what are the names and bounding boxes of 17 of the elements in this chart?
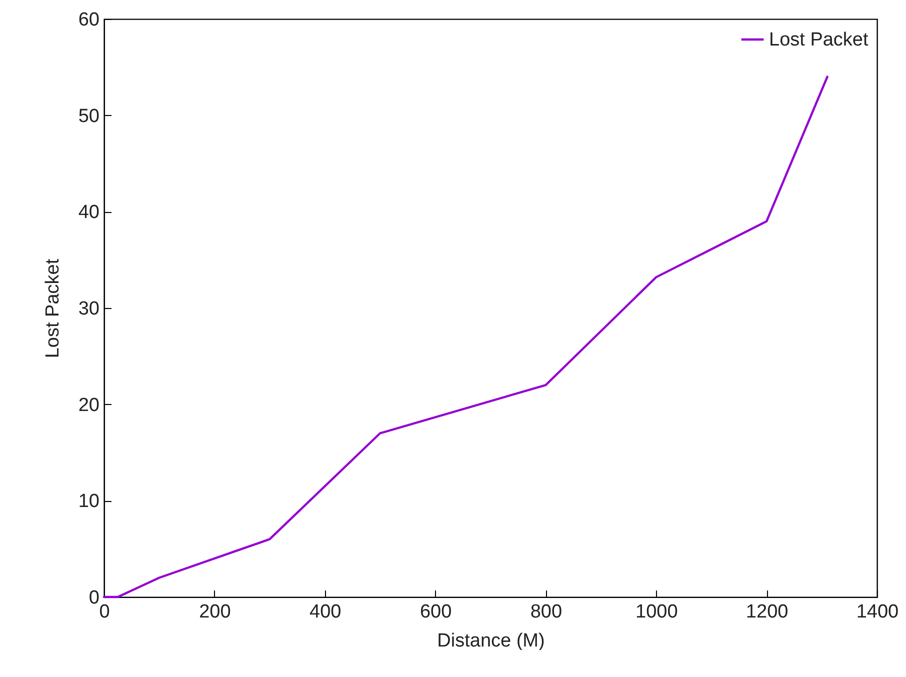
y-axis-title: Lost Packet: [42, 258, 64, 358]
y-tick-label: 0: [88, 588, 100, 608]
line-series: [102, 76, 828, 598]
x-tick-label: 1000: [636, 602, 678, 622]
legend-label: Lost Packet: [769, 30, 869, 50]
x-tick-label: 400: [310, 602, 342, 622]
y-tick-label: 60: [78, 10, 100, 30]
y-tick-label: 40: [78, 202, 100, 224]
x-tick-label: 800: [530, 602, 562, 622]
x-tick-label: 200: [199, 602, 231, 622]
x-tick-label: 600: [420, 602, 452, 622]
y-tick-label: 30: [78, 298, 100, 320]
y-tick-label: 20: [78, 394, 100, 416]
y-tick-label: 10: [78, 491, 100, 512]
y-tick-label: 50: [78, 106, 100, 127]
x-tick-label: 1200: [746, 602, 788, 622]
x-tick-label: 1400: [856, 602, 899, 622]
